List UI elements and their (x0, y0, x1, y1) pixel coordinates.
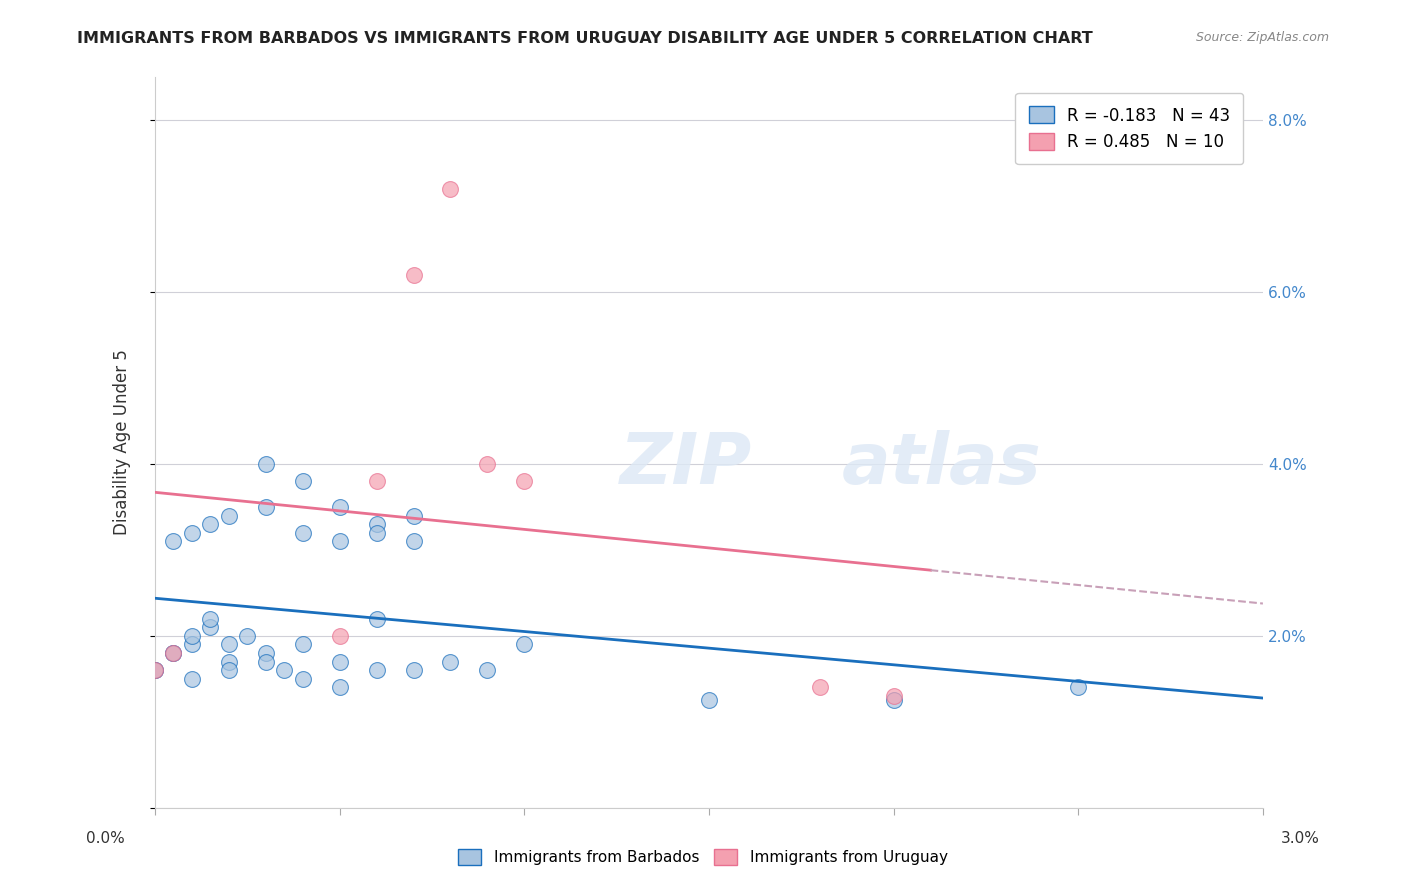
Point (143, 663, 166, 677)
Point (254, 457, 277, 471)
Point (200, 620, 222, 634)
Point (291, 637, 314, 651)
Text: ZIP: ZIP (620, 430, 752, 499)
Point (439, 182, 461, 196)
Text: 0.0%: 0.0% (86, 831, 125, 846)
Point (181, 637, 204, 651)
Point (402, 663, 425, 677)
Point (1067, 681, 1090, 695)
Point (439, 655, 461, 669)
Point (254, 655, 277, 669)
Point (162, 646, 184, 660)
Point (513, 637, 536, 651)
Point (329, 629, 352, 643)
Text: Source: ZipAtlas.com: Source: ZipAtlas.com (1195, 31, 1329, 45)
Point (254, 500, 277, 514)
Point (143, 663, 166, 677)
Legend: R = -0.183   N = 43, R = 0.485   N = 10: R = -0.183 N = 43, R = 0.485 N = 10 (1015, 93, 1243, 164)
Point (808, 681, 831, 695)
Point (291, 672, 314, 686)
Point (366, 517, 388, 532)
Point (218, 508, 240, 523)
Point (329, 681, 352, 695)
Point (291, 525, 314, 540)
Point (200, 517, 222, 532)
Point (329, 534, 352, 549)
Point (162, 646, 184, 660)
Point (366, 525, 388, 540)
Y-axis label: Disability Age Under 5: Disability Age Under 5 (114, 350, 131, 535)
Point (218, 655, 240, 669)
Point (477, 457, 499, 471)
Point (218, 663, 240, 677)
Text: 3.0%: 3.0% (1281, 831, 1320, 846)
Point (402, 508, 425, 523)
Point (366, 474, 388, 488)
Point (273, 663, 295, 677)
Point (477, 663, 499, 677)
Point (162, 534, 184, 549)
Point (181, 525, 204, 540)
Point (200, 612, 222, 626)
Point (402, 268, 425, 282)
Point (329, 655, 352, 669)
Point (291, 474, 314, 488)
Text: atlas: atlas (842, 430, 1042, 499)
Point (883, 693, 905, 707)
Point (366, 663, 388, 677)
Point (366, 612, 388, 626)
Point (236, 629, 259, 643)
Point (329, 500, 352, 514)
Point (181, 629, 204, 643)
Legend: Immigrants from Barbados, Immigrants from Uruguay: Immigrants from Barbados, Immigrants fro… (453, 843, 953, 871)
Point (254, 646, 277, 660)
Point (402, 534, 425, 549)
Point (218, 637, 240, 651)
Point (883, 689, 905, 703)
Point (697, 693, 720, 707)
Point (513, 474, 536, 488)
Point (143, 663, 166, 677)
Text: IMMIGRANTS FROM BARBADOS VS IMMIGRANTS FROM URUGUAY DISABILITY AGE UNDER 5 CORRE: IMMIGRANTS FROM BARBADOS VS IMMIGRANTS F… (77, 31, 1092, 46)
Point (162, 646, 184, 660)
Point (181, 672, 204, 686)
